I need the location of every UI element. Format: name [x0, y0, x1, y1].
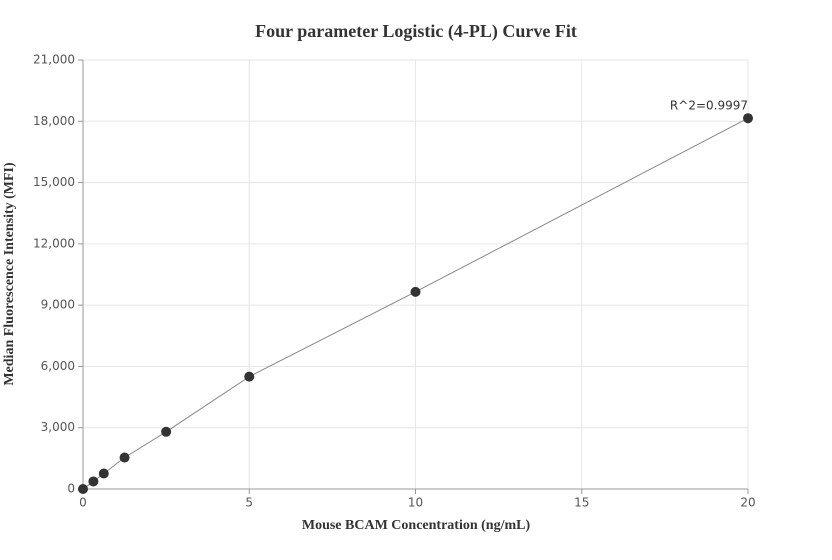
x-tick-label: 0: [79, 496, 87, 510]
point: [244, 371, 255, 382]
point: [161, 426, 172, 437]
x-tick-label: 15: [574, 496, 589, 510]
y-tick-label: 0: [67, 482, 75, 496]
point: [410, 286, 421, 297]
x-tick-label: 10: [408, 496, 423, 510]
chart-title: Four parameter Logistic (4-PL) Curve Fit: [255, 21, 577, 42]
x-tick-label: 5: [245, 496, 253, 510]
y-tick-label: 15,000: [33, 175, 75, 189]
y-tick-label: 12,000: [33, 236, 75, 250]
point: [119, 452, 130, 463]
y-tick-label: 6,000: [41, 359, 75, 373]
point: [743, 113, 753, 124]
y-axis-label: Median Fluorescence Intensity (MFI): [2, 162, 17, 386]
y-tick-label: 18,000: [33, 114, 75, 128]
y-tick-label: 3,000: [41, 420, 75, 434]
x-axis-label: Mouse BCAM Concentration (ng/mL): [302, 518, 531, 533]
point: [98, 468, 109, 479]
y-tick-label: 9,000: [41, 298, 75, 312]
point: [88, 476, 99, 487]
y-tick-label: 21,000: [33, 53, 75, 67]
point: [78, 484, 88, 494]
x-tick-label: 20: [740, 496, 755, 510]
annotation: R^2=0.9997: [670, 99, 748, 113]
